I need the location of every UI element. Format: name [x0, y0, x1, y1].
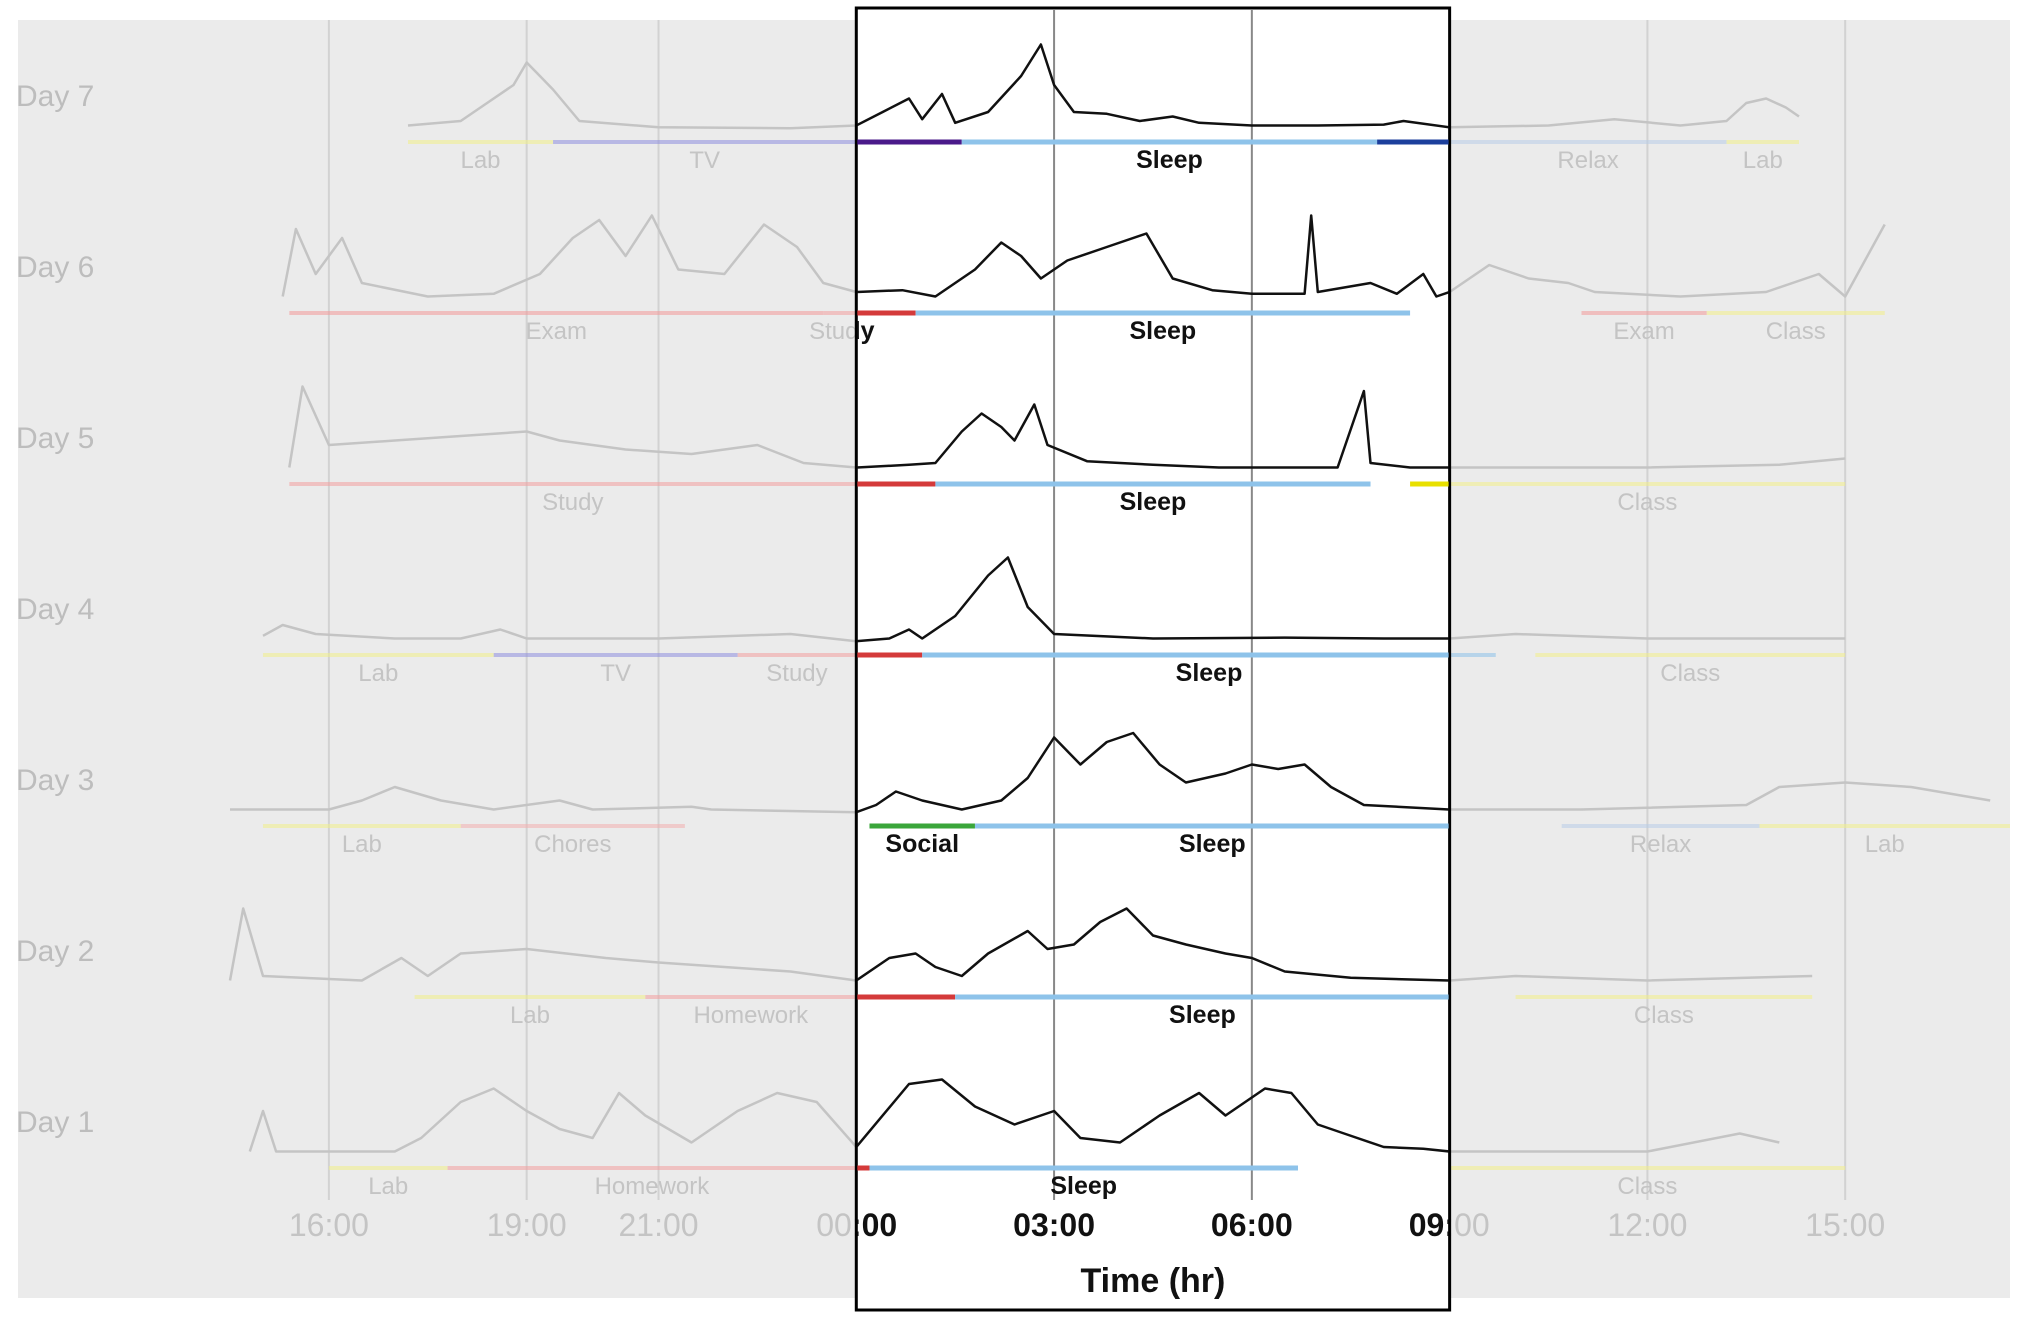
day-row: LabChoresSocialSleepRelaxLab [857, 731, 1449, 858]
x-tick-label-highlight: 06:00 [1211, 1207, 1293, 1243]
day-label: Day 1 [16, 1106, 94, 1139]
activity-label: Social [885, 830, 959, 858]
activity-label: Lab [1743, 147, 1783, 174]
activity-label: Sleep [1179, 830, 1246, 858]
day-row: LabHomeworkSleepClass [857, 1078, 1449, 1200]
day-row: LabTVStudySleepClass [857, 556, 1449, 687]
activity-label: Homework [693, 1002, 809, 1029]
activity-label: Lab [358, 660, 398, 687]
activity-label: Sleep [1130, 317, 1197, 345]
activity-label: TV [689, 147, 720, 174]
activity-label: Class [1660, 660, 1720, 687]
activity-label: Class [1766, 318, 1826, 345]
activity-trace [857, 389, 1449, 469]
activity-label: Study [542, 489, 603, 516]
activity-label: Exam [1613, 318, 1674, 345]
activity-label: Class [1634, 1002, 1694, 1029]
day-row: ExamStudySleepExamClass [805, 214, 1449, 345]
x-tick-label: 12:00 [1607, 1207, 1687, 1243]
activity-label: Class [1617, 489, 1677, 516]
activity-label: Lab [342, 831, 382, 858]
activity-label: Sleep [1136, 146, 1203, 174]
day-row: StudySleepClass [857, 389, 1449, 516]
x-tick-label: 21:00 [618, 1207, 698, 1243]
highlight-window-content: LabTVSleepRelaxLabExamStudySleepExamClas… [805, 10, 1491, 1243]
activity-label: Lab [460, 147, 500, 174]
x-tick-label: 19:00 [487, 1207, 567, 1243]
activity-label: TV [600, 660, 631, 687]
day-label: Day 4 [16, 593, 94, 626]
x-tick-label-highlight: 03:00 [1013, 1207, 1095, 1243]
activity-label: Sleep [1176, 659, 1243, 687]
day-row: LabHomeworkSleepClass [857, 907, 1449, 1029]
x-tick-label: 16:00 [289, 1207, 369, 1243]
day-label: Day 2 [16, 935, 94, 968]
activity-trace [857, 43, 1449, 129]
day-label: Day 6 [16, 251, 94, 284]
x-axis-label: Time (hr) [1081, 1262, 1226, 1300]
x-tick-label: 15:00 [1805, 1207, 1885, 1243]
activity-label: Lab [510, 1002, 550, 1029]
activity-trace [857, 556, 1449, 643]
activity-label: Lab [368, 1173, 408, 1200]
activity-label: Homework [595, 1173, 711, 1200]
activity-label: Chores [534, 831, 611, 858]
activity-label: Study [766, 660, 827, 687]
activity-label: Exam [526, 318, 587, 345]
activity-trace [857, 907, 1449, 982]
activity-trace [857, 1078, 1449, 1153]
day-label: Day 3 [16, 764, 94, 797]
activity-label: Sleep [1050, 1172, 1117, 1200]
activity-trace [857, 214, 1449, 298]
day-label: Day 5 [16, 422, 94, 455]
activity-label: Study [805, 317, 875, 345]
day-label: Day 7 [16, 80, 94, 113]
day-row: LabTVSleepRelaxLab [857, 43, 1449, 174]
x-tick-label-highlight: 00:00 [815, 1207, 897, 1243]
activity-label: Sleep [1120, 488, 1187, 516]
activity-label: Relax [1557, 147, 1618, 174]
activity-label: Class [1617, 1173, 1677, 1200]
activity-trace [857, 731, 1449, 814]
highlight-window [854, 6, 1452, 1312]
activity-label: Lab [1865, 831, 1905, 858]
x-tick-label-highlight: 09:00 [1409, 1207, 1491, 1243]
activity-label: Sleep [1169, 1001, 1236, 1029]
activity-label: Relax [1630, 831, 1691, 858]
